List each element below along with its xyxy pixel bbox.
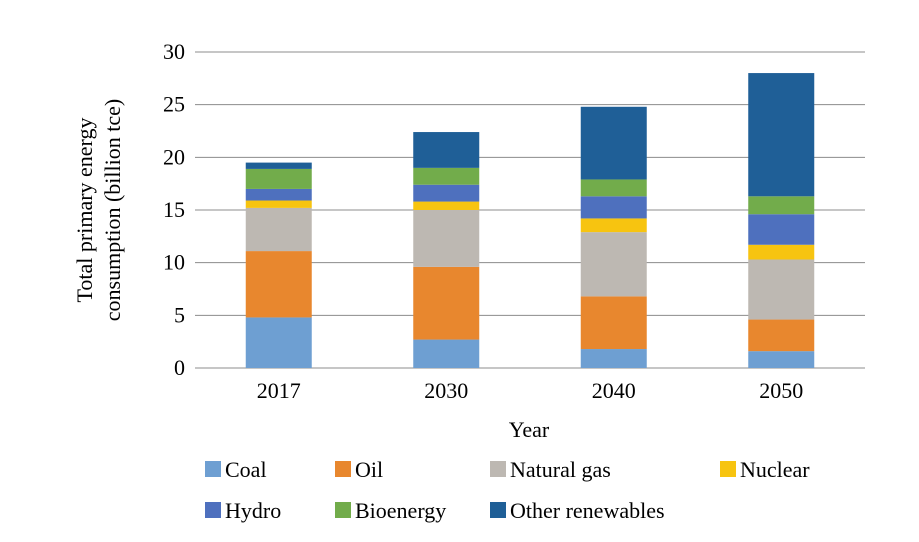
bar-segment-natural-gas-2017 <box>245 207 312 252</box>
bar-segment-bioenergy-2017 <box>245 168 312 189</box>
y-tick-labels: 0 5 10 15 20 25 30 <box>163 39 185 380</box>
bar-segment-hydro-2030 <box>413 184 480 202</box>
bar-segment-nuclear-2040 <box>580 218 647 233</box>
bar-segment-other-renewables-2040 <box>580 106 647 180</box>
bar-segment-natural-gas-2040 <box>580 232 647 297</box>
legend-swatch-nuclear <box>720 461 736 477</box>
bar-segment-bioenergy-2040 <box>580 179 647 197</box>
bar-segment-nuclear-2050 <box>748 244 815 260</box>
y-axis-label-line-1: Total primary energy <box>72 118 97 303</box>
legend-swatch-hydro <box>205 502 221 518</box>
bar-segment-other-renewables-2030 <box>413 132 480 168</box>
legend-label: Natural gas <box>510 457 611 482</box>
bar-segment-coal-2017 <box>245 317 312 368</box>
bar-segment-natural-gas-2030 <box>413 210 480 267</box>
legend-label: Hydro <box>225 498 281 523</box>
legend-label: Other renewables <box>510 498 665 523</box>
bar-segment-coal-2030 <box>413 339 480 368</box>
y-tick-label: 10 <box>163 250 185 275</box>
y-tick-label: 15 <box>163 197 185 222</box>
legend-swatch-oil <box>335 461 351 477</box>
y-tick-label: 30 <box>163 39 185 64</box>
legend: Coal Oil Natural gas Nuclear Hydro Bioenergy O… <box>205 457 810 523</box>
bar-segment-other-renewables-2017 <box>245 162 312 169</box>
y-tick-label: 0 <box>174 355 185 380</box>
bar-segment-hydro-2050 <box>748 214 815 245</box>
x-tick-label: 2040 <box>592 378 636 403</box>
legend-swatch-other-renewables <box>490 502 506 518</box>
bar-segment-nuclear-2030 <box>413 201 480 210</box>
x-tick-label: 2050 <box>759 378 803 403</box>
legend-label: Nuclear <box>740 457 810 482</box>
bar-segment-oil-2040 <box>580 296 647 350</box>
bar-segment-coal-2040 <box>580 349 647 368</box>
y-axis-label-line-2: consumption (billion tce) <box>100 99 125 321</box>
bar-segment-bioenergy-2030 <box>413 167 480 185</box>
bar-segment-hydro-2040 <box>580 196 647 219</box>
legend-label: Coal <box>225 457 267 482</box>
x-axis-label: Year <box>509 417 550 442</box>
bars <box>245 73 815 368</box>
bar-segment-nuclear-2017 <box>245 200 312 208</box>
bar-segment-natural-gas-2050 <box>748 259 815 320</box>
legend-label: Oil <box>355 457 383 482</box>
legend-swatch-coal <box>205 461 221 477</box>
x-tick-label: 2030 <box>424 378 468 403</box>
bar-segment-oil-2050 <box>748 319 815 352</box>
legend-swatch-natural-gas <box>490 461 506 477</box>
legend-label: Bioenergy <box>355 498 446 523</box>
y-tick-label: 25 <box>163 92 185 117</box>
x-tick-label: 2017 <box>257 378 301 403</box>
bar-segment-hydro-2017 <box>245 188 312 201</box>
y-tick-label: 5 <box>174 302 185 327</box>
bar-segment-coal-2050 <box>748 351 815 368</box>
bar-segment-oil-2017 <box>245 251 312 318</box>
y-tick-label: 20 <box>163 144 185 169</box>
legend-swatch-bioenergy <box>335 502 351 518</box>
bar-segment-oil-2030 <box>413 266 480 340</box>
x-tick-labels: 2017 2030 2040 2050 <box>257 378 804 403</box>
bar-segment-bioenergy-2050 <box>748 196 815 215</box>
bar-segment-other-renewables-2050 <box>748 73 815 197</box>
